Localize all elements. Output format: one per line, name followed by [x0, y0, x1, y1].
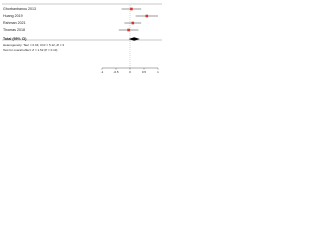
x-tick-label: 1: [157, 70, 159, 74]
footnote: Test for overall effect: Z = 1.52 (P = 0…: [3, 48, 57, 52]
total-label: Total (95% CI): [3, 37, 27, 41]
effect-marker: [131, 21, 135, 25]
effect-marker: [130, 7, 133, 11]
chart: Ghorbanbanou 2013 Huang 2019 Rahman 2021 Th…: [2, 3, 162, 74]
x-tick-label: -0.5: [113, 70, 119, 74]
study-label: Rahman 2021: [3, 21, 26, 25]
study-label: Ghorbanbanou 2013: [3, 7, 36, 11]
effect-marker: [127, 28, 130, 32]
x-tick-label: 0.5: [142, 70, 147, 74]
study-label: Huang 2019: [3, 14, 23, 18]
effect-marker: [145, 14, 149, 18]
study-label: Thomas 2018: [3, 28, 25, 32]
total-diamond: [128, 37, 140, 41]
footnote: Heterogeneity: Tau² = 0.04; Chi² = 5.12,…: [3, 43, 64, 47]
x-tick-label: 0: [129, 70, 131, 74]
x-tick-label: -1: [101, 70, 104, 74]
